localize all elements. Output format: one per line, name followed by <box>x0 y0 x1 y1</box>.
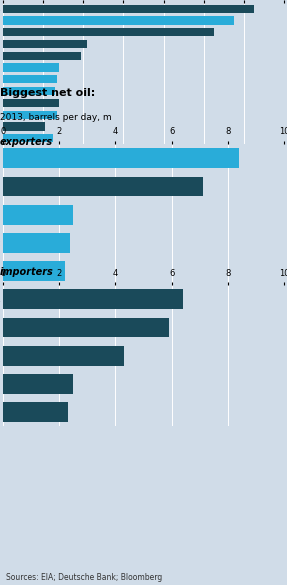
Bar <box>3 51 81 60</box>
Bar <box>3 64 59 72</box>
Bar <box>3 205 73 225</box>
Bar <box>3 28 214 36</box>
Bar <box>3 99 59 107</box>
Text: exporters: exporters <box>0 137 53 147</box>
Bar <box>3 290 183 309</box>
Bar <box>3 75 57 84</box>
Bar <box>3 40 87 48</box>
Bar <box>3 346 124 366</box>
Bar <box>3 122 45 130</box>
Text: Biggest net oil:: Biggest net oil: <box>0 88 95 98</box>
Bar <box>3 177 203 197</box>
Text: Sources: EIA; Deutsche Bank; Bloomberg: Sources: EIA; Deutsche Bank; Bloomberg <box>6 573 162 582</box>
Bar <box>3 318 169 338</box>
Bar <box>3 87 55 95</box>
Bar <box>3 374 73 394</box>
Bar <box>3 148 239 168</box>
Bar <box>3 233 70 253</box>
Bar <box>3 261 65 281</box>
Bar <box>3 5 254 13</box>
Bar <box>3 134 53 142</box>
Text: 2013, barrels per day, m: 2013, barrels per day, m <box>0 113 112 122</box>
Bar <box>3 111 57 119</box>
Text: importers: importers <box>0 267 54 277</box>
Bar <box>3 16 234 25</box>
Bar <box>3 402 67 422</box>
